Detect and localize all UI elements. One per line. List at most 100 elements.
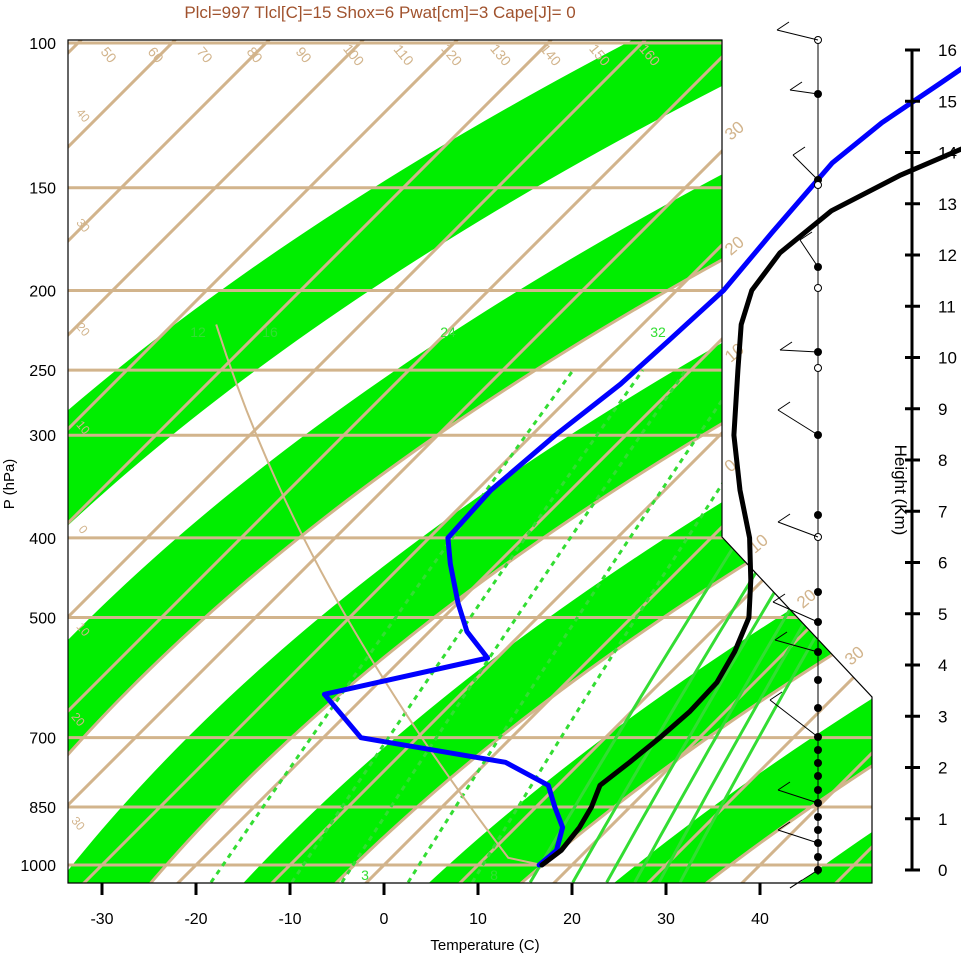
height-tick-label: 2 <box>938 759 947 778</box>
mixing-ratio-label: 3 <box>361 867 369 883</box>
wind-level-dot <box>814 588 822 596</box>
wind-level-circle <box>814 364 822 372</box>
wind-barb <box>789 89 819 95</box>
x-tick-label: -10 <box>278 911 301 928</box>
isotherm-label: 120 <box>438 41 465 69</box>
mixing-ratio-line <box>406 369 744 883</box>
wind-barb-feather <box>789 879 803 889</box>
wind-level-dot <box>814 772 822 780</box>
pressure-tick-label: 400 <box>29 531 56 548</box>
x-tick-label: -20 <box>184 911 207 928</box>
isotherm-label: 130 <box>487 41 514 69</box>
height-tick-label: 5 <box>938 605 947 624</box>
green-band <box>605 40 872 883</box>
height-tick-label: 14 <box>938 144 957 163</box>
pressure-tick-label: 250 <box>29 363 56 380</box>
dry-adiabat-line <box>68 40 872 883</box>
isotherm-line <box>442 40 872 883</box>
isotherm-label: 110 <box>391 41 418 69</box>
mixing-ratio-label: 24 <box>440 324 456 340</box>
wind-level-dot <box>814 511 822 519</box>
isotherm-label: 50 <box>98 44 120 66</box>
pressure-tick-label: 500 <box>29 611 56 628</box>
mixing-ratio-line <box>678 369 872 883</box>
chart-title: Plcl=997 Tlcl[C]=15 Shox=6 Pwat[cm]=3 Ca… <box>184 3 575 22</box>
dewpoint-series-line <box>321 66 961 868</box>
mixing-ratio-label: 16 <box>262 324 278 340</box>
adiabat-label-left: 30 <box>68 814 88 833</box>
wind-barb <box>799 239 819 268</box>
wind-barb <box>769 699 819 738</box>
pressure-tick-label: 300 <box>29 428 56 445</box>
height-tick-label: 0 <box>938 861 947 880</box>
x-tick-label: 20 <box>563 911 581 928</box>
height-tick-label: 16 <box>938 41 957 60</box>
isotherm-label: 90 <box>293 44 315 66</box>
adiabat-label-right: 20 <box>721 232 748 259</box>
isotherm-line <box>160 40 872 883</box>
dry-adiabat-bands <box>68 40 872 883</box>
isotherm-label: 100 <box>340 41 367 69</box>
height-tick-label: 7 <box>938 502 947 521</box>
x-tick-label: 30 <box>657 911 675 928</box>
wind-barb <box>779 349 819 353</box>
height-tick-label: 9 <box>938 400 947 419</box>
wind-barb <box>772 601 819 623</box>
isotherm-line <box>68 40 286 883</box>
mixing-ratio-label: 12 <box>190 324 206 340</box>
pressure-tick-label: 1000 <box>20 858 56 875</box>
wind-barb <box>777 829 819 844</box>
isotherm-label: 70 <box>194 44 216 66</box>
adiabat-label-left: 0 <box>76 522 91 536</box>
mixing-ratio-line <box>340 369 688 883</box>
isotherm-label: 60 <box>145 44 167 66</box>
wind-level-dot <box>814 853 822 861</box>
isotherm-line <box>68 40 568 883</box>
wind-barb-feather <box>799 231 813 241</box>
wind-level-dot <box>814 759 822 767</box>
wind-barb-feather <box>777 401 791 411</box>
wind-barb-feather <box>777 781 791 791</box>
mixing-ratio-line <box>290 369 645 883</box>
wind-barb <box>777 409 819 436</box>
height-tick-label: 6 <box>938 554 947 573</box>
x-axis: -30 -20 -10 0 10 20 30 40 <box>68 882 872 928</box>
isotherm-line <box>68 40 380 883</box>
adiabat-label-left: 40 <box>73 106 93 125</box>
mixing-ratio-label: 32 <box>650 324 666 340</box>
wind-barb <box>777 521 819 538</box>
y-axis: 100 150 200 250 300 400 500 700 850 1000 <box>20 36 56 875</box>
dry-adiabat-line <box>143 40 872 883</box>
y-axis-label: P (hPa) <box>1 459 18 510</box>
wind-barb-feather <box>789 81 803 91</box>
height-tick-label: 3 <box>938 707 947 726</box>
green-band <box>68 40 872 883</box>
height-tick-label: 8 <box>938 451 947 470</box>
pressure-tick-label: 100 <box>29 36 56 53</box>
isotherm-line <box>68 40 850 883</box>
dry-adiabat-line <box>512 40 872 883</box>
wind-barb-feather <box>779 341 793 351</box>
adiabat-label-right: 30 <box>841 642 868 669</box>
dry-adiabat-lines <box>68 40 872 883</box>
x-tick-label: 40 <box>751 911 769 928</box>
isotherm-line <box>630 40 872 883</box>
green-band <box>236 40 872 883</box>
isotherm-line <box>68 40 756 883</box>
pressure-tick-label: 850 <box>29 800 56 817</box>
wind-barb <box>777 789 819 804</box>
wind-barb-feather <box>792 146 806 156</box>
mixing-ratio-label: 8 <box>490 867 498 883</box>
wind-level-dot <box>814 786 822 794</box>
plot-area <box>68 40 872 883</box>
wind-level-dot <box>814 746 822 754</box>
wind-level-dot <box>814 813 822 821</box>
adiabat-label-right: 10 <box>721 339 748 366</box>
wind-level-circle <box>814 181 822 189</box>
isotherm-line <box>254 40 872 883</box>
temperature-series-line <box>539 146 961 868</box>
wind-level-dot <box>814 826 822 834</box>
height-axis-label: Height (Km) <box>891 445 910 536</box>
dry-adiabat-line <box>328 40 872 883</box>
